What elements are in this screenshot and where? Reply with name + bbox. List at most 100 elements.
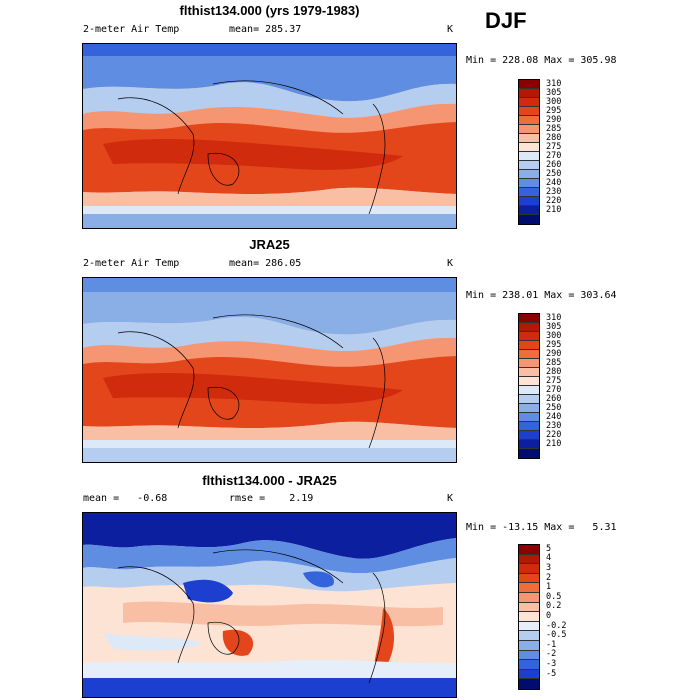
colorbar-swatch xyxy=(519,440,539,449)
colorbar-tick-label: 305 xyxy=(546,87,562,98)
colorbar-swatch xyxy=(519,386,539,395)
colorbar-tick-label: 210 xyxy=(546,204,562,215)
panel-3-colorbar-labels: 5 4 3 2 1 0.5 0.2 0 -0.2 -0.5 -1 -2 -3 -5 xyxy=(546,544,586,690)
colorbar-swatch xyxy=(519,314,539,323)
colorbar-swatch xyxy=(519,449,539,458)
colorbar-swatch xyxy=(519,679,539,689)
colorbar-tick-label: 0.2 xyxy=(546,601,562,612)
colorbar-swatch xyxy=(519,323,539,332)
panel-3-minmax: Min = -13.15 Max = 5.31 xyxy=(466,522,617,533)
colorbar-tick-label: 4 xyxy=(546,553,552,564)
panel-2-map xyxy=(82,277,457,463)
panel-1-mean: mean= 285.37 xyxy=(229,24,302,35)
panel-3-field xyxy=(83,513,456,697)
colorbar-swatch xyxy=(519,107,539,116)
colorbar-swatch xyxy=(519,592,539,603)
colorbar-tick-label: 285 xyxy=(546,357,562,368)
colorbar-tick-label: -0.5 xyxy=(546,630,567,641)
colorbar-swatch xyxy=(519,116,539,125)
colorbar-swatch xyxy=(519,612,539,622)
colorbar-swatch xyxy=(519,621,539,632)
colorbar-tick-label: 275 xyxy=(546,375,562,386)
colorbar-swatch xyxy=(519,125,539,134)
colorbar-tick-label: 280 xyxy=(546,366,562,377)
colorbar-swatch xyxy=(519,179,539,188)
colorbar-swatch xyxy=(519,332,539,341)
panel-2-mean: mean= 286.05 xyxy=(229,258,302,269)
colorbar-swatch xyxy=(519,583,539,593)
panel-1-unit: K xyxy=(447,24,454,35)
colorbar-tick-label: 295 xyxy=(546,105,562,116)
panel-3-rmse: rmse = 2.19 xyxy=(229,493,314,504)
colorbar-swatch xyxy=(519,80,539,89)
panel-2-unit: K xyxy=(447,258,454,269)
colorbar-swatch xyxy=(519,631,539,641)
colorbar-swatch xyxy=(519,152,539,161)
colorbar-tick-label: 260 xyxy=(546,159,562,170)
panel-2-minmax: Min = 238.01 Max = 303.64 xyxy=(466,290,617,301)
colorbar-swatch xyxy=(519,573,539,584)
colorbar-swatch xyxy=(519,134,539,143)
colorbar-tick-label: 5 xyxy=(546,543,552,554)
colorbar-tick-label: 305 xyxy=(546,321,562,332)
colorbar-tick-label: 0.5 xyxy=(546,591,562,602)
panel-1-map xyxy=(82,43,457,229)
colorbar-tick-label: 270 xyxy=(546,384,562,395)
colorbar-swatch xyxy=(519,669,539,680)
colorbar-tick-label: 0 xyxy=(546,611,552,621)
colorbar-tick-label: 1 xyxy=(546,582,552,593)
colorbar-swatch xyxy=(519,431,539,440)
colorbar-swatch xyxy=(519,554,539,565)
colorbar-tick-label: 295 xyxy=(546,339,562,350)
colorbar-swatch xyxy=(519,660,539,670)
panel-1-colorbar xyxy=(518,79,540,225)
colorbar-tick-label: 250 xyxy=(546,402,562,413)
colorbar-swatch xyxy=(519,89,539,98)
colorbar-tick-label: -3 xyxy=(546,659,557,669)
colorbar-swatch xyxy=(519,377,539,386)
colorbar-swatch xyxy=(519,413,539,422)
panel-3-unit: K xyxy=(447,493,454,504)
panel-2-colorbar-labels: 310 305 300 295 290 285 280 275 270 260 250 240 230 2… xyxy=(546,313,586,459)
colorbar-tick-label: 285 xyxy=(546,123,562,134)
colorbar-tick-label: 240 xyxy=(546,411,562,422)
colorbar-swatch xyxy=(519,215,539,224)
colorbar-swatch xyxy=(519,341,539,350)
colorbar-swatch xyxy=(519,640,539,651)
colorbar-tick-label: 290 xyxy=(546,348,562,359)
panel-1-field xyxy=(83,44,456,228)
colorbar-swatch xyxy=(519,602,539,613)
panel-3-title: flthist134.000 - JRA25 xyxy=(202,473,337,488)
colorbar-swatch xyxy=(519,143,539,152)
colorbar-swatch xyxy=(519,545,539,555)
colorbar-swatch xyxy=(519,564,539,574)
colorbar-swatch xyxy=(519,197,539,206)
colorbar-tick-label: 230 xyxy=(546,420,562,431)
colorbar-swatch xyxy=(519,404,539,413)
colorbar-tick-label: 275 xyxy=(546,141,562,152)
colorbar-swatch xyxy=(519,188,539,197)
panel-2-variable-label: 2-meter Air Temp xyxy=(83,258,180,269)
colorbar-tick-label: 300 xyxy=(546,96,562,107)
panel-2-colorbar xyxy=(518,313,540,459)
panel-3-mean: mean = -0.68 xyxy=(83,493,168,504)
colorbar-tick-label: 3 xyxy=(546,563,552,573)
panel-2-title: JRA25 xyxy=(249,237,290,252)
colorbar-swatch xyxy=(519,359,539,368)
colorbar-tick-label: 240 xyxy=(546,177,562,188)
colorbar-tick-label: 210 xyxy=(546,438,562,449)
colorbar-tick-label: 260 xyxy=(546,393,562,404)
colorbar-swatch xyxy=(519,170,539,179)
colorbar-tick-label: 230 xyxy=(546,186,562,197)
panel-1-variable-label: 2-meter Air Temp xyxy=(83,24,180,35)
colorbar-swatch xyxy=(519,206,539,215)
colorbar-tick-label: 2 xyxy=(546,572,552,583)
colorbar-swatch xyxy=(519,368,539,377)
colorbar-swatch xyxy=(519,161,539,170)
colorbar-tick-label: 310 xyxy=(546,312,562,323)
colorbar-swatch xyxy=(519,395,539,404)
colorbar-tick-label: 250 xyxy=(546,168,562,179)
colorbar-tick-label: -2 xyxy=(546,649,557,660)
panel-2-field xyxy=(83,278,456,462)
colorbar-tick-label: 300 xyxy=(546,330,562,341)
